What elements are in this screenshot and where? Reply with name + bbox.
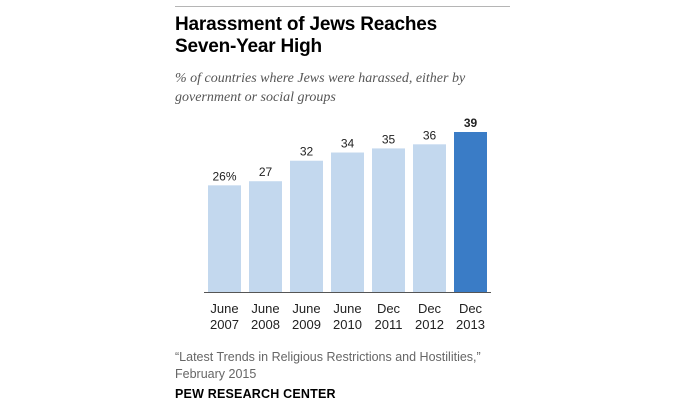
bar-value-label-4: 35 (382, 132, 396, 146)
bar-value-label-1: 27 (259, 165, 273, 179)
x-tick-label-5-top: Dec (418, 301, 442, 316)
pew-logo: PEW RESEARCH CENTER (175, 387, 336, 401)
x-tick-label-3-top: June (333, 301, 361, 316)
bar-6 (454, 132, 487, 292)
bar-value-label-6: 39 (464, 116, 478, 130)
chart-subtitle: % of countries where Jews were harassed,… (175, 69, 510, 107)
x-tick-label-4-top: Dec (377, 301, 401, 316)
bar-value-label-5: 36 (423, 128, 437, 142)
bar-value-label-2: 32 (300, 145, 314, 159)
x-tick-label-0-bottom: 2007 (210, 317, 239, 332)
source-line-2: February 2015 (175, 367, 257, 381)
bar-chart: 26%June200727June200832June200934June201… (204, 116, 491, 332)
x-tick-label-6-bottom: 2013 (456, 317, 485, 332)
bar-2 (290, 160, 323, 292)
bar-0 (208, 185, 241, 292)
bar-1 (249, 181, 282, 292)
x-tick-label-5-bottom: 2012 (415, 317, 444, 332)
x-tick-label-6-top: Dec (459, 301, 483, 316)
chart-title-line-1: Harassment of Jews Reaches (175, 14, 437, 35)
x-tick-label-2-bottom: 2009 (292, 317, 321, 332)
chart-subtitle-line-1: % of countries where Jews were harassed,… (175, 71, 466, 86)
bar-5 (413, 144, 446, 292)
chart-card: Harassment of Jews Reaches Seven-Year Hi… (175, 0, 510, 410)
bar-3 (331, 152, 364, 292)
x-tick-label-2-top: June (292, 301, 320, 316)
bar-value-label-0: 26% (212, 169, 236, 183)
top-rule (175, 6, 510, 7)
x-tick-label-1-top: June (251, 301, 279, 316)
chart-title: Harassment of Jews Reaches Seven-Year Hi… (175, 14, 510, 58)
x-tick-label-4-bottom: 2011 (375, 317, 403, 332)
bar-4 (372, 148, 405, 292)
source-line-1: “Latest Trends in Religious Restrictions… (175, 350, 481, 364)
x-tick-label-0-top: June (210, 301, 238, 316)
bar-value-label-3: 34 (341, 137, 355, 151)
chart-subtitle-line-2: government or social groups (175, 90, 336, 105)
chart-title-line-2: Seven-Year High (175, 36, 322, 57)
source-note: “Latest Trends in Religious Restrictions… (175, 349, 510, 383)
x-tick-label-3-bottom: 2010 (333, 317, 362, 332)
x-tick-label-1-bottom: 2008 (251, 317, 280, 332)
